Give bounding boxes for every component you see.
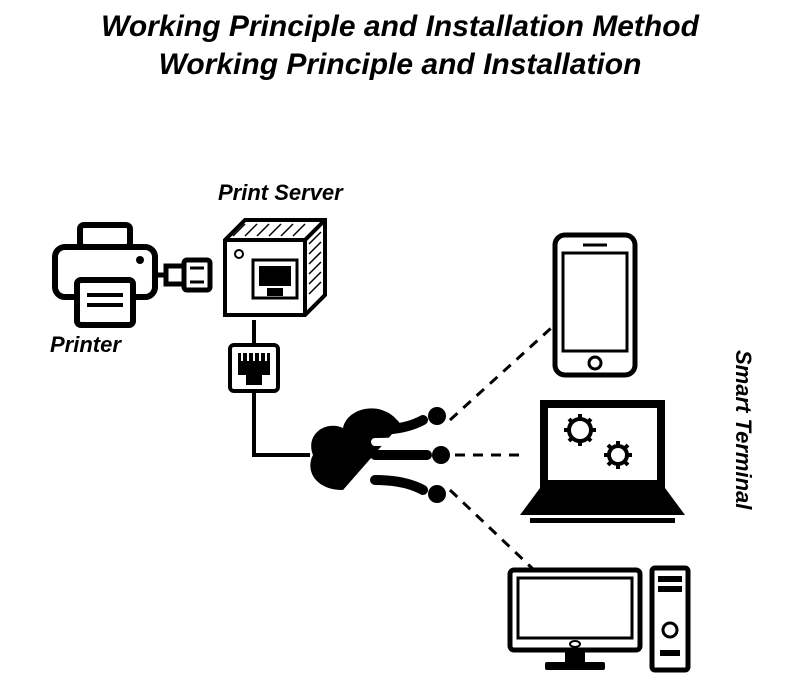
edge-rj45-to-cloud (254, 391, 310, 455)
rj45-icon (230, 345, 278, 391)
print-server-icon (225, 220, 325, 315)
diagram-canvas (0, 0, 800, 700)
usb-plug-icon (155, 260, 210, 290)
smartphone-icon (555, 235, 635, 375)
cloud-network-icon (310, 407, 450, 503)
printer-icon (55, 225, 155, 325)
desktop-icon (510, 568, 688, 670)
laptop-gears-icon (520, 400, 685, 523)
